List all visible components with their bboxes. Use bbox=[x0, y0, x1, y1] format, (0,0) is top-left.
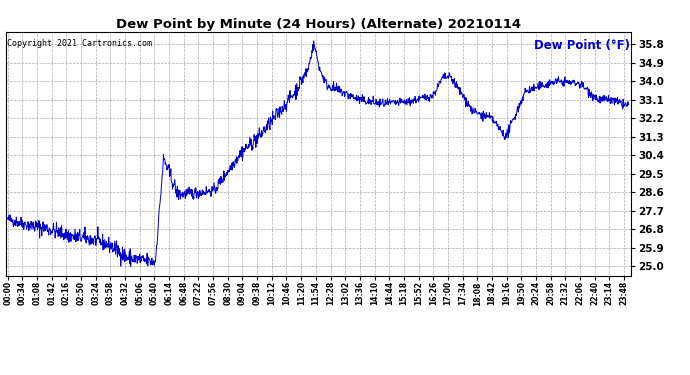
Title: Dew Point by Minute (24 Hours) (Alternate) 20210114: Dew Point by Minute (24 Hours) (Alternat… bbox=[116, 18, 521, 31]
Text: Dew Point (°F): Dew Point (°F) bbox=[534, 39, 630, 52]
Text: Copyright 2021 Cartronics.com: Copyright 2021 Cartronics.com bbox=[7, 39, 152, 48]
